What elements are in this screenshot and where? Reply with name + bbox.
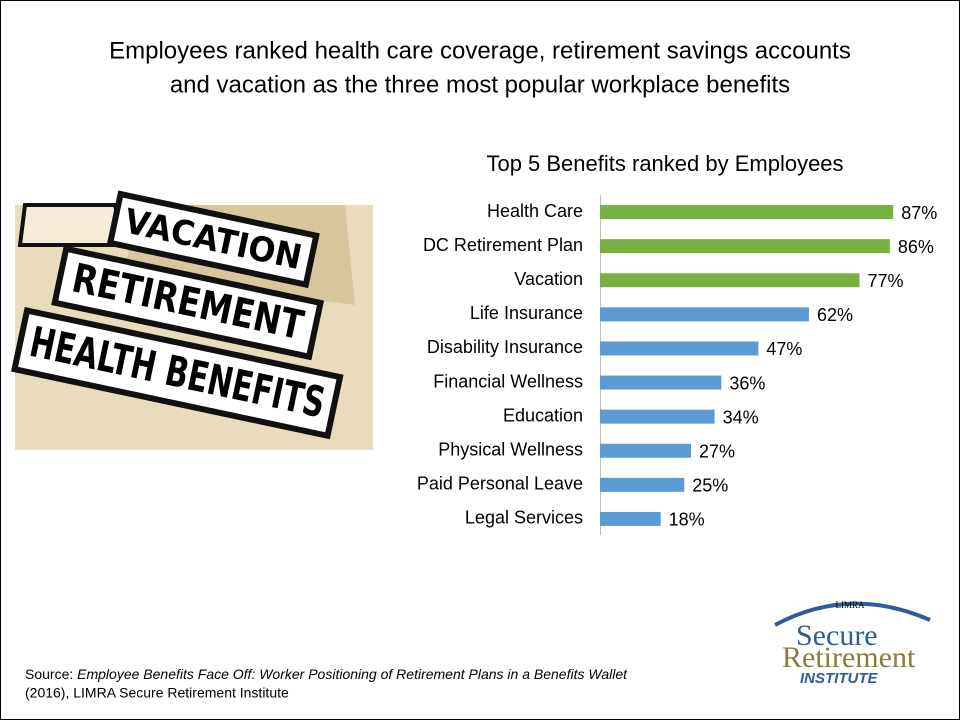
logo-line: Retirement <box>782 641 916 674</box>
category-label: Legal Services <box>465 508 583 528</box>
source-prefix: Source: <box>25 666 77 682</box>
bar <box>600 239 890 254</box>
logo-top: LIMRA <box>836 600 866 610</box>
value-label: 18% <box>669 510 705 530</box>
bar <box>600 409 715 424</box>
category-label: Financial Wellness <box>433 371 583 391</box>
tab <box>51 245 325 361</box>
bar <box>600 375 722 390</box>
value-label: 86% <box>898 237 934 257</box>
tab <box>10 306 344 440</box>
value-label: 77% <box>867 271 903 291</box>
bar <box>600 477 685 492</box>
source: Source: Employee Benefits Face Off: Work… <box>25 666 628 682</box>
category-label: DC Retirement Plan <box>423 235 583 255</box>
bar <box>600 443 691 458</box>
source: (2016), LIMRA Secure Retirement Institut… <box>25 685 289 701</box>
bar <box>600 307 809 322</box>
tab <box>106 190 320 289</box>
bar <box>600 205 894 220</box>
value-label: 25% <box>692 476 728 496</box>
category-label: Physical Wellness <box>438 440 583 460</box>
value-label: 36% <box>729 373 765 393</box>
value-label: 27% <box>699 442 735 462</box>
bar <box>600 511 661 526</box>
slide-title: and vacation as the three most popular w… <box>170 71 790 98</box>
logo-arc <box>774 601 931 627</box>
chart-title: Top 5 Benefits ranked by Employees <box>486 151 843 176</box>
category-label: Education <box>503 405 583 425</box>
value-label: 34% <box>723 407 759 427</box>
category-label: Disability Insurance <box>427 337 583 357</box>
logo-line: Secure <box>796 619 878 652</box>
logo-line: INSTITUTE <box>800 670 878 687</box>
value-label: 47% <box>766 339 802 359</box>
slide-title: Employees ranked health care coverage, r… <box>109 37 851 64</box>
category-label: Life Insurance <box>470 303 583 323</box>
logo: LIMRA Secure Retirement INSTITUTE <box>774 600 931 687</box>
bar <box>600 273 860 288</box>
category-label: Paid Personal Leave <box>417 474 583 494</box>
bar <box>600 341 759 356</box>
value-label: 62% <box>817 305 853 325</box>
category-label: Vacation <box>514 269 583 289</box>
value-label: 87% <box>901 203 937 223</box>
source-title: Employee Benefits Face Off: Worker Posit… <box>77 666 628 682</box>
category-label: Health Care <box>487 201 583 221</box>
photo: VACATION RETIREMENT HEALTH BENEFITS <box>10 190 373 450</box>
